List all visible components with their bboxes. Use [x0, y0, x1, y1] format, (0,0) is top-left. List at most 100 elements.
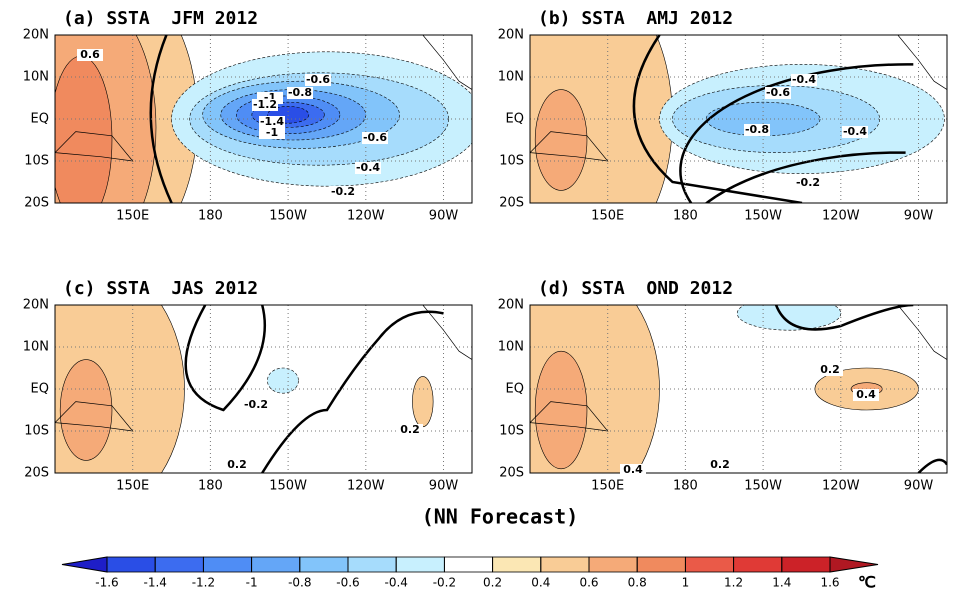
lat-label: 10N [23, 340, 49, 355]
panel-title: (b) SSTA AMJ 2012 [538, 8, 733, 29]
colorbar-label: -0.4 [384, 576, 407, 590]
colorbar-segment [443, 556, 493, 573]
label-bg [355, 162, 381, 174]
lat-label: 20S [24, 196, 49, 211]
contour-label: 0.6 [80, 48, 100, 61]
label-bg [243, 399, 269, 411]
contour-label: -1 [266, 126, 278, 139]
lat-label: 20S [24, 466, 49, 481]
label-bg [77, 49, 103, 61]
colorbar-unit: ℃ [858, 573, 876, 592]
contour-label: -0.4 [792, 73, 816, 86]
contour-label: -0.4 [843, 125, 867, 138]
contour-label: 0.2 [400, 423, 420, 436]
anomaly-region [412, 376, 434, 428]
colorbar-segment [492, 556, 542, 573]
lat-label: 20S [499, 196, 524, 211]
contour-label: -1.2 [253, 98, 277, 111]
colorbar-segment [251, 556, 301, 573]
contour-label: -0.8 [288, 86, 312, 99]
label-bg [305, 74, 331, 86]
lon-label: 90W [904, 479, 934, 494]
colorbar-segment [299, 556, 349, 573]
coastline [55, 305, 472, 432]
anomaly-region [736, 305, 842, 331]
label-bg [765, 87, 791, 99]
zero-contour [632, 35, 914, 203]
colorbar-segment [154, 556, 204, 573]
lon-label: 150W [269, 209, 307, 224]
lon-label: 150E [591, 479, 624, 494]
map-panel [55, 35, 472, 203]
map-frame [529, 304, 948, 474]
colorbar-label: -1.2 [192, 576, 215, 590]
coastline [530, 35, 947, 162]
lon-label: 180 [198, 209, 223, 224]
anomaly-region [534, 350, 588, 470]
panel-title: (a) SSTA JFM 2012 [63, 8, 258, 29]
contour-label: 0.2 [820, 363, 840, 376]
lat-label: 10S [24, 424, 49, 439]
lon-label: 150E [116, 209, 149, 224]
lon-label: 90W [429, 209, 459, 224]
colorbar-label: 0.2 [483, 576, 502, 590]
colorbar-label: 0.4 [531, 576, 550, 590]
lat-label: 20S [499, 466, 524, 481]
lon-label: 90W [904, 209, 934, 224]
label-bg [252, 99, 278, 111]
lat-label: 10N [498, 340, 524, 355]
label-bg [744, 124, 770, 136]
colorbar-segment [395, 556, 445, 573]
colorbar-label: -0.8 [288, 576, 311, 590]
lat-label: EQ [31, 382, 49, 397]
label-bg [287, 87, 313, 99]
colorbar-label: 1.4 [772, 576, 791, 590]
zero-contour [774, 305, 947, 473]
map-panel [55, 305, 472, 473]
lon-label: 90W [429, 479, 459, 494]
lon-label: 150E [591, 209, 624, 224]
contour-label: -0.6 [306, 73, 330, 86]
contour-label: 0.4 [623, 463, 643, 476]
label-bg [842, 126, 868, 138]
anomaly-region [267, 367, 299, 394]
map-frame [54, 34, 473, 204]
colorbar-label: 1.6 [820, 576, 839, 590]
lon-label: 150W [744, 209, 782, 224]
lon-label: 180 [673, 209, 698, 224]
label-bg [330, 186, 356, 198]
colorbar-end [61, 556, 108, 573]
contour-label: -0.6 [766, 86, 790, 99]
lon-label: 150W [269, 479, 307, 494]
lat-label: EQ [31, 112, 49, 127]
lat-label: EQ [506, 382, 524, 397]
contour-label: -0.2 [331, 185, 355, 198]
anomaly-region [59, 359, 113, 461]
lon-label: 120W [347, 479, 385, 494]
lat-label: 20N [23, 298, 49, 313]
label-bg [259, 127, 285, 139]
colorbar-label: 1 [682, 576, 690, 590]
colorbar-label: -1.4 [143, 576, 166, 590]
colorbar-end [829, 556, 879, 573]
colorbar-label: -1.6 [95, 576, 118, 590]
label-bg [224, 459, 250, 471]
colorbar-segment [347, 556, 397, 573]
contour-label: -0.8 [745, 123, 769, 136]
lon-label: 120W [822, 209, 860, 224]
colorbar-segment [106, 556, 156, 573]
lon-label: 120W [347, 209, 385, 224]
contour-label: -0.2 [244, 398, 268, 411]
lat-label: 10S [499, 154, 524, 169]
contour-label: 0.2 [227, 458, 247, 471]
coastline [55, 35, 472, 162]
colorbar-segment [588, 556, 638, 573]
map-panel [530, 35, 947, 203]
lon-label: 150E [116, 479, 149, 494]
lat-label: 10N [23, 70, 49, 85]
panel-title: (d) SSTA OND 2012 [538, 278, 733, 299]
map-frame [529, 34, 948, 204]
label-bg [795, 177, 821, 189]
lat-label: 20N [498, 298, 524, 313]
lon-label: 180 [198, 479, 223, 494]
